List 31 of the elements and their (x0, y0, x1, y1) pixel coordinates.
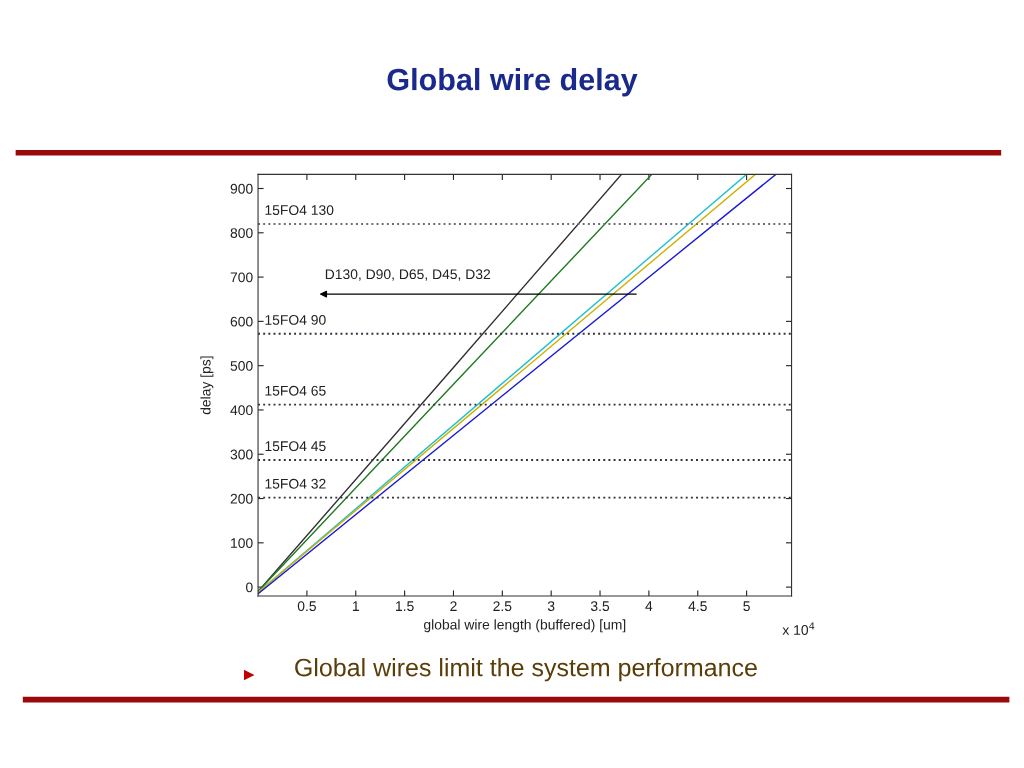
y-tick-label: 100 (231, 538, 253, 548)
text: x 10$^{4}$ (782, 622, 815, 635)
ref-line-label: 15FO4 32 (265, 478, 326, 489)
y-tick-label: 300 (230, 449, 253, 460)
text: Global wires limit the system performance (295, 658, 757, 682)
y-tick-label: 400 (230, 405, 253, 416)
x-tick-label: 1 (352, 601, 359, 611)
y-axis-title: delay [ps] (200, 356, 214, 415)
y-tick-label: 700 (230, 272, 253, 283)
x-tick-label: 0.5 (297, 601, 316, 612)
x-tick-label: 2.5 (493, 601, 512, 612)
x-tick-label: 3 (547, 601, 555, 612)
ref-line-label: 15FO4 65 (265, 385, 326, 396)
y-tick-label: 500 (230, 361, 253, 371)
x-axis-title: global wire length (buffered) [um] (423, 619, 626, 633)
x-tick-label: 1.5 (396, 601, 414, 612)
y-tick-label: 0 (246, 582, 253, 593)
y-tick-label: 600 (230, 316, 253, 327)
x-tick-label: 5 (743, 601, 750, 612)
annotation: D130, D90, D65, D45, D32 (325, 269, 491, 281)
y-tick-label: 200 (230, 493, 253, 504)
x-tick-label: 3.5 (590, 601, 610, 612)
y-tick-label: 800 (230, 228, 253, 238)
x-tick-label: 2 (450, 601, 457, 611)
x-tick-label: 4 (645, 601, 653, 611)
chart-title: Global wire delay (387, 67, 638, 97)
y-tick-label: 900 (230, 183, 253, 194)
ref-line-label: 15FO4 45 (265, 441, 326, 452)
x-tick-label: 4.5 (688, 601, 707, 612)
ref-line-label: 15FO4 130 (265, 205, 334, 215)
ref-line-label: 15FO4 90 (265, 315, 326, 325)
